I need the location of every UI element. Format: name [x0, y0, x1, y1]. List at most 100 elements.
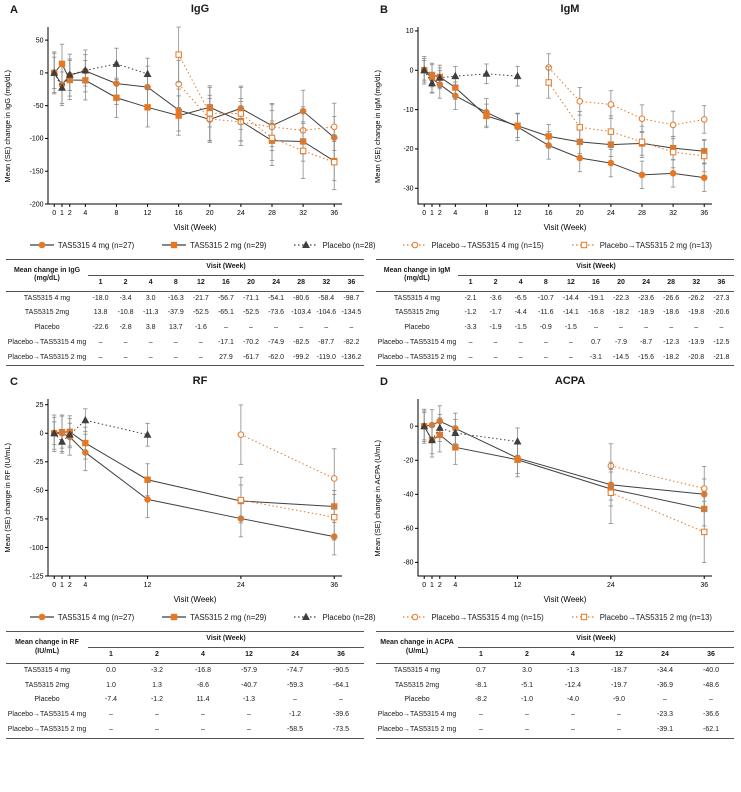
x-tick-label: 0 — [52, 582, 56, 589]
value-cell: -5.1 — [520, 681, 534, 689]
y-tick-label: -30 — [403, 186, 413, 193]
x-axis-label: Visit (Week) — [174, 595, 217, 604]
value-cell: -1.0 — [520, 696, 534, 704]
week-column-header: 28 — [288, 275, 314, 292]
value-cell: -57.9 — [241, 666, 257, 674]
x-tick-label: 24 — [237, 582, 245, 589]
value-cell: – — [249, 324, 253, 331]
value-cell: -48.6 — [703, 681, 719, 689]
value-cell: -2.1 — [464, 294, 477, 302]
x-tick-label: 1 — [430, 210, 434, 217]
x-tick-label: 20 — [576, 210, 584, 217]
table-row-tas5315-2mg: TAS5315 2mg 13.8 -10.8 -11.3 -37.9 -52.5 -65.1… — [6, 306, 364, 321]
legend-top: TAS5315 4 mg (n=27) TAS5315 2 mg (n=29) Pl… — [0, 234, 741, 256]
table-row-placebo-tas5315-4-mg: Placebo→TAS5315 4 mg – – – – – 0.7 -7.9 -8.7 -12.… — [376, 336, 734, 351]
value-cell: 0.0 — [106, 666, 116, 674]
table-column-group-header: Visit (Week) — [458, 631, 734, 648]
x-tick-label: 36 — [700, 582, 708, 589]
value-cell: – — [479, 725, 483, 733]
table-row-tas5315-4-mg: TAS5315 4 mg 0.7 3.0 -1.3 -18.7 -34.4 -40.0 — [376, 663, 734, 678]
value-cell: -20.6 — [713, 309, 730, 317]
value-cell: -12.3 — [663, 338, 680, 346]
value-cell: – — [571, 711, 575, 718]
week-column-header: 4 — [550, 647, 596, 664]
x-tick-label: 4 — [83, 210, 87, 217]
x-tick-label: 0 — [52, 210, 56, 217]
value-cell: – — [543, 338, 548, 346]
value-cell: -14.4 — [562, 294, 579, 302]
value-cell: – — [247, 725, 251, 733]
chartbox-igm: Mean (SE) change in IgM (mg/dL) 10 0 -10 -2… — [370, 18, 740, 234]
value-cell: -74.9 — [268, 338, 285, 346]
table-row-header: Mean change in IgG (mg/dL) — [6, 259, 88, 292]
series-placebo-tas5315-4-mg — [237, 404, 338, 509]
treatment-label: TAS5315 4 mg — [393, 294, 441, 302]
value-cell: -8.2 — [474, 696, 488, 704]
series-placebo-tas5315-2-mg — [607, 461, 708, 564]
x-tick-label: 8 — [114, 210, 118, 217]
week-column-header: 32 — [313, 275, 339, 292]
x-tick-label: 2 — [68, 582, 72, 589]
legend-bottom: TAS5315 4 mg (n=27) TAS5315 2 mg (n=29) Pl… — [0, 606, 741, 628]
week-column-header: 36 — [688, 647, 734, 664]
value-cell: – — [525, 711, 529, 718]
legend-marker-triangle-filled-icon — [294, 240, 319, 248]
y-tick-label: -25 — [33, 459, 43, 466]
value-cell: -3.6 — [489, 294, 502, 302]
value-cell: 3.0 — [522, 666, 532, 674]
week-column-header: 16 — [583, 275, 609, 292]
value-cell: 1.0 — [106, 681, 116, 689]
week-column-header: 2 — [483, 275, 509, 292]
tables-row-bottom: Mean change in RF (IU/mL) Visit (Week) 1 2 4… — [0, 628, 741, 746]
value-cell: -1.2 — [464, 309, 477, 317]
value-cell: – — [299, 324, 304, 331]
value-cell: -1.6 — [194, 324, 207, 331]
value-cell: -22.6 — [92, 324, 109, 331]
value-cell: -18.9 — [638, 309, 655, 317]
value-cell: -80.6 — [293, 294, 310, 302]
value-cell: – — [694, 324, 699, 331]
value-cell: – — [518, 353, 523, 361]
legend-item-placebo-tas5315-4-mg-n-15: Placebo→TAS5315 4 mg (n=15) — [402, 612, 544, 622]
value-cell: – — [201, 711, 205, 718]
value-cell: 1.3 — [152, 681, 162, 689]
x-tick-label: 28 — [638, 210, 646, 217]
week-column-header: 12 — [188, 275, 214, 292]
value-cell: – — [198, 353, 203, 361]
table-row-tas5315-2mg: TAS5315 2mg 1.0 1.3 -8.6 -40.7 -59.3 -64.1 — [6, 679, 364, 694]
table-column-group-header: Visit (Week) — [458, 259, 734, 276]
week-column-header: 2 — [504, 647, 550, 664]
value-cell: -1.3 — [566, 666, 580, 674]
legend-marker-square-filled-icon — [162, 241, 187, 249]
value-cell: -8.1 — [474, 681, 488, 689]
mean-change-table: Mean change in IgM (mg/dL) Visit (Week) 1 2… — [376, 259, 734, 367]
value-cell: -65.1 — [217, 309, 234, 317]
value-cell: -82.2 — [343, 338, 360, 346]
treatment-label: TAS5315 4 mg — [393, 666, 441, 674]
treatment-label: Placebo→TAS5315 2 mg — [7, 353, 87, 361]
table-row-placebo: Placebo -22.6 -2.8 3.8 13.7 -1.6 – – – – – – — [6, 321, 364, 336]
treatment-label: Placebo — [404, 324, 430, 331]
treatment-label: Placebo — [404, 696, 430, 704]
legend-label: Placebo (n=28) — [322, 612, 376, 622]
y-axis-label-rf: Mean (SE) change in RF (IU/mL) — [2, 443, 12, 554]
x-tick-label: 2 — [438, 582, 442, 589]
x-tick-label: 16 — [545, 210, 553, 217]
value-cell: – — [525, 725, 529, 733]
value-cell: 0.7 — [591, 338, 601, 346]
value-cell: 13.8 — [93, 309, 108, 317]
value-cell: -134.5 — [341, 309, 362, 317]
week-column-header: 12 — [558, 275, 584, 292]
legend-item-tas5315-4-mg-n-27: TAS5315 4 mg (n=27) — [29, 612, 134, 622]
series-placebo-tas5315-2-mg — [175, 26, 338, 191]
value-cell: -73.5 — [333, 725, 349, 733]
value-cell: – — [568, 353, 573, 361]
value-cell: -39.1 — [657, 725, 673, 733]
value-cell: -62.1 — [703, 725, 719, 733]
value-cell: -23.6 — [638, 294, 655, 302]
legend-item-placebo-tas5315-2-mg-n-13: Placebo→TAS5315 2 mg (n=13) — [571, 240, 712, 250]
value-cell: -1.7 — [489, 309, 502, 317]
legend-label: TAS5315 2 mg (n=29) — [190, 240, 267, 250]
value-cell: -16.8 — [195, 666, 211, 674]
legend-label: Placebo→TAS5315 4 mg (n=15) — [431, 612, 544, 622]
